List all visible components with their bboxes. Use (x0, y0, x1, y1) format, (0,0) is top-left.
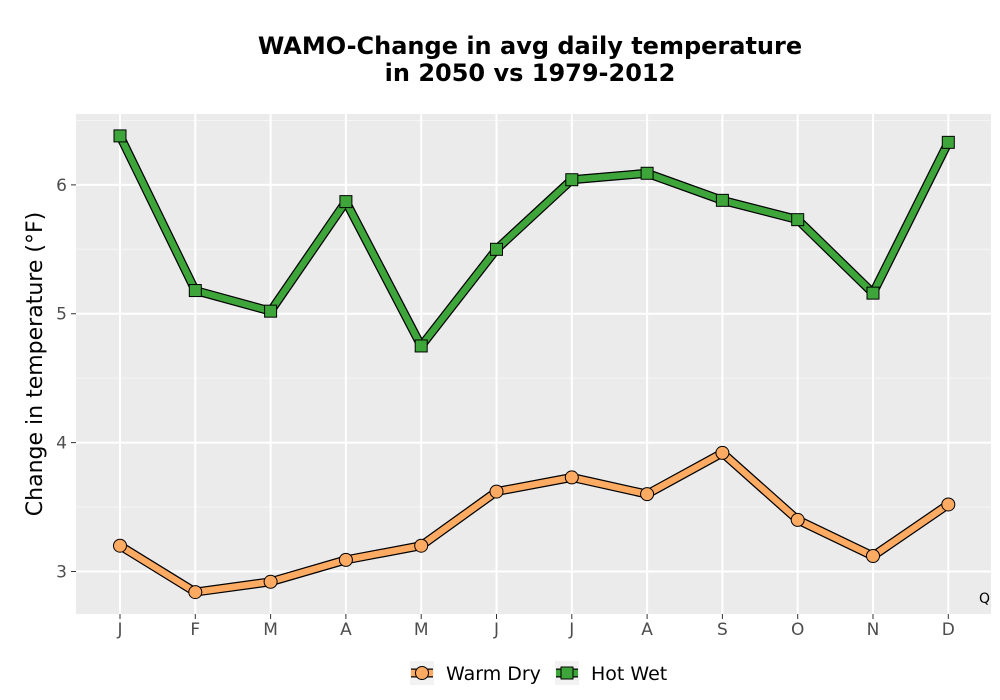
x-tick-label: A (641, 620, 653, 640)
y-tick-label: 6 (56, 176, 67, 196)
plot-panel (76, 114, 991, 614)
series-1 (113, 129, 955, 353)
y-axis-ticks: 3 4 5 6 (56, 176, 76, 582)
data-point (414, 339, 428, 353)
data-point (338, 552, 353, 567)
x-tick-label: D (942, 620, 955, 640)
data-point (113, 538, 127, 553)
data-point (866, 286, 880, 300)
chart-title-line-2: in 2050 vs 1979-2012 (385, 59, 676, 87)
data-point (263, 574, 278, 589)
data-point (188, 585, 203, 600)
data-point (866, 549, 880, 564)
legend-key-marker (560, 666, 574, 680)
data-point (791, 213, 805, 227)
legend-key-marker (415, 666, 429, 680)
series-0 (113, 445, 956, 600)
data-point (188, 284, 202, 298)
x-tick-label: M (414, 620, 429, 640)
x-tick-label: N (867, 620, 880, 640)
series-layer (113, 129, 956, 600)
data-point (113, 129, 127, 143)
x-tick-label: J (568, 620, 574, 640)
x-tick-label: F (190, 620, 200, 640)
data-point (941, 135, 955, 149)
data-point (490, 242, 503, 256)
x-tick-label: S (717, 620, 728, 640)
data-point (790, 512, 805, 527)
x-tick-label: A (340, 620, 352, 640)
legend-label: Hot Wet (591, 663, 667, 685)
y-tick-label: 5 (56, 305, 67, 325)
chart-title-line-1: WAMO-Change in avg daily temperature (258, 32, 802, 60)
series-line (116, 449, 952, 596)
data-point (339, 195, 353, 209)
data-point (640, 487, 655, 502)
data-point (715, 445, 730, 460)
series-line (116, 132, 952, 350)
y-tick-label: 4 (56, 434, 67, 454)
data-point (941, 497, 956, 512)
data-point (565, 173, 579, 187)
y-tick-label: 3 (56, 562, 67, 582)
x-tick-label: J (493, 620, 499, 640)
y-axis-label: Change in temperature (°F) (23, 212, 48, 516)
data-point (489, 484, 504, 499)
x-tick-label: O (791, 620, 804, 640)
legend-label: Warm Dry (446, 663, 541, 685)
data-point (264, 304, 278, 318)
x-tick-label: J (116, 620, 122, 640)
data-point (564, 470, 579, 485)
data-point (414, 538, 429, 553)
corner-annotation: Q (979, 591, 990, 607)
data-point (640, 166, 654, 180)
x-tick-label: M (263, 620, 278, 640)
legend: Warm Dry Hot Wet (410, 661, 667, 685)
data-point (715, 193, 729, 207)
